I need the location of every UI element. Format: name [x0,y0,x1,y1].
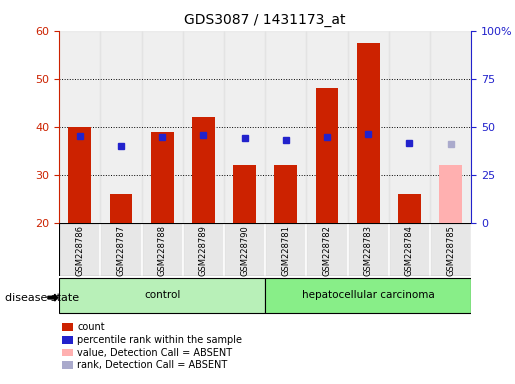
Bar [110,194,132,223]
Text: rank, Detection Call = ABSENT: rank, Detection Call = ABSENT [77,360,228,370]
Bar [430,223,471,276]
Bar [59,31,100,223]
Text: GSM228786: GSM228786 [75,225,84,276]
Bar [306,223,348,276]
Text: value, Detection Call = ABSENT: value, Detection Call = ABSENT [77,348,232,358]
Text: control: control [144,290,180,300]
Bar [398,194,421,223]
Bar [183,223,224,276]
Text: GSM228782: GSM228782 [322,225,332,276]
Text: GSM228785: GSM228785 [446,225,455,276]
Bar [389,223,430,276]
Bar [316,88,338,223]
Bar [192,117,215,223]
Bar [306,31,348,223]
Bar [430,31,471,223]
Bar [265,223,306,276]
Text: GSM228787: GSM228787 [116,225,126,276]
Text: GSM228784: GSM228784 [405,225,414,276]
Bar [439,165,462,223]
Bar [100,223,142,276]
FancyBboxPatch shape [59,278,265,313]
Text: count: count [77,322,105,332]
Bar [224,223,265,276]
Bar [151,131,174,223]
Bar [357,43,380,223]
Bar [100,31,142,223]
Bar [265,31,306,223]
Bar [68,127,91,223]
Text: hepatocellular carcinoma: hepatocellular carcinoma [302,290,435,300]
Bar [183,31,224,223]
Text: GSM228781: GSM228781 [281,225,290,276]
Bar [389,31,430,223]
Bar [142,223,183,276]
Text: percentile rank within the sample: percentile rank within the sample [77,335,242,345]
Text: GSM228788: GSM228788 [158,225,167,276]
Text: GSM228789: GSM228789 [199,225,208,276]
Bar [233,165,256,223]
Text: GSM228790: GSM228790 [240,225,249,276]
Bar [274,165,297,223]
Title: GDS3087 / 1431173_at: GDS3087 / 1431173_at [184,13,346,27]
Text: disease state: disease state [5,293,79,303]
Bar [348,223,389,276]
Bar [142,31,183,223]
FancyBboxPatch shape [265,278,471,313]
Text: GSM228783: GSM228783 [364,225,373,276]
Bar [224,31,265,223]
Bar [59,223,100,276]
Bar [348,31,389,223]
